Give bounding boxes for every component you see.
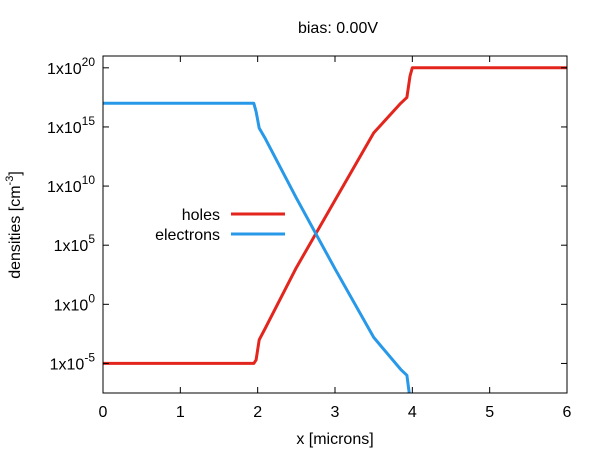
legend-label-electrons: electrons	[155, 227, 220, 244]
x-tick-label: 5	[485, 404, 494, 421]
y-tick-label: 1x105	[54, 232, 96, 255]
y-tick-label: 1x1010	[47, 173, 95, 196]
y-tick-label: 1x10-5	[50, 350, 96, 373]
x-tick-label: 1	[176, 404, 185, 421]
x-tick-label: 6	[563, 404, 572, 421]
x-tick-label: 0	[99, 404, 108, 421]
y-tick-label: 1x1020	[47, 55, 95, 78]
plot-frame	[102, 55, 568, 394]
x-axis-label: x [microns]	[296, 431, 373, 448]
series-line-electrons	[103, 101, 411, 393]
y-axis-label-close: ]	[7, 171, 24, 175]
y-tick-label: 1x100	[54, 291, 96, 314]
y-axis-label: densities [cm-3]	[4, 171, 24, 279]
legend: holes electrons	[155, 207, 285, 244]
x-tick-label: 2	[253, 404, 262, 421]
x-tick-label: 4	[408, 404, 417, 421]
legend-label-holes: holes	[182, 207, 220, 224]
x-tick-label: 3	[331, 404, 340, 421]
y-tick-label: 1x1015	[47, 114, 95, 137]
y-axis-label-sup: -3	[4, 176, 16, 186]
chart-title: bias: 0.00V	[298, 20, 378, 37]
series-line-holes	[103, 66, 567, 365]
y-axis-label-main: densities [cm	[7, 185, 24, 278]
